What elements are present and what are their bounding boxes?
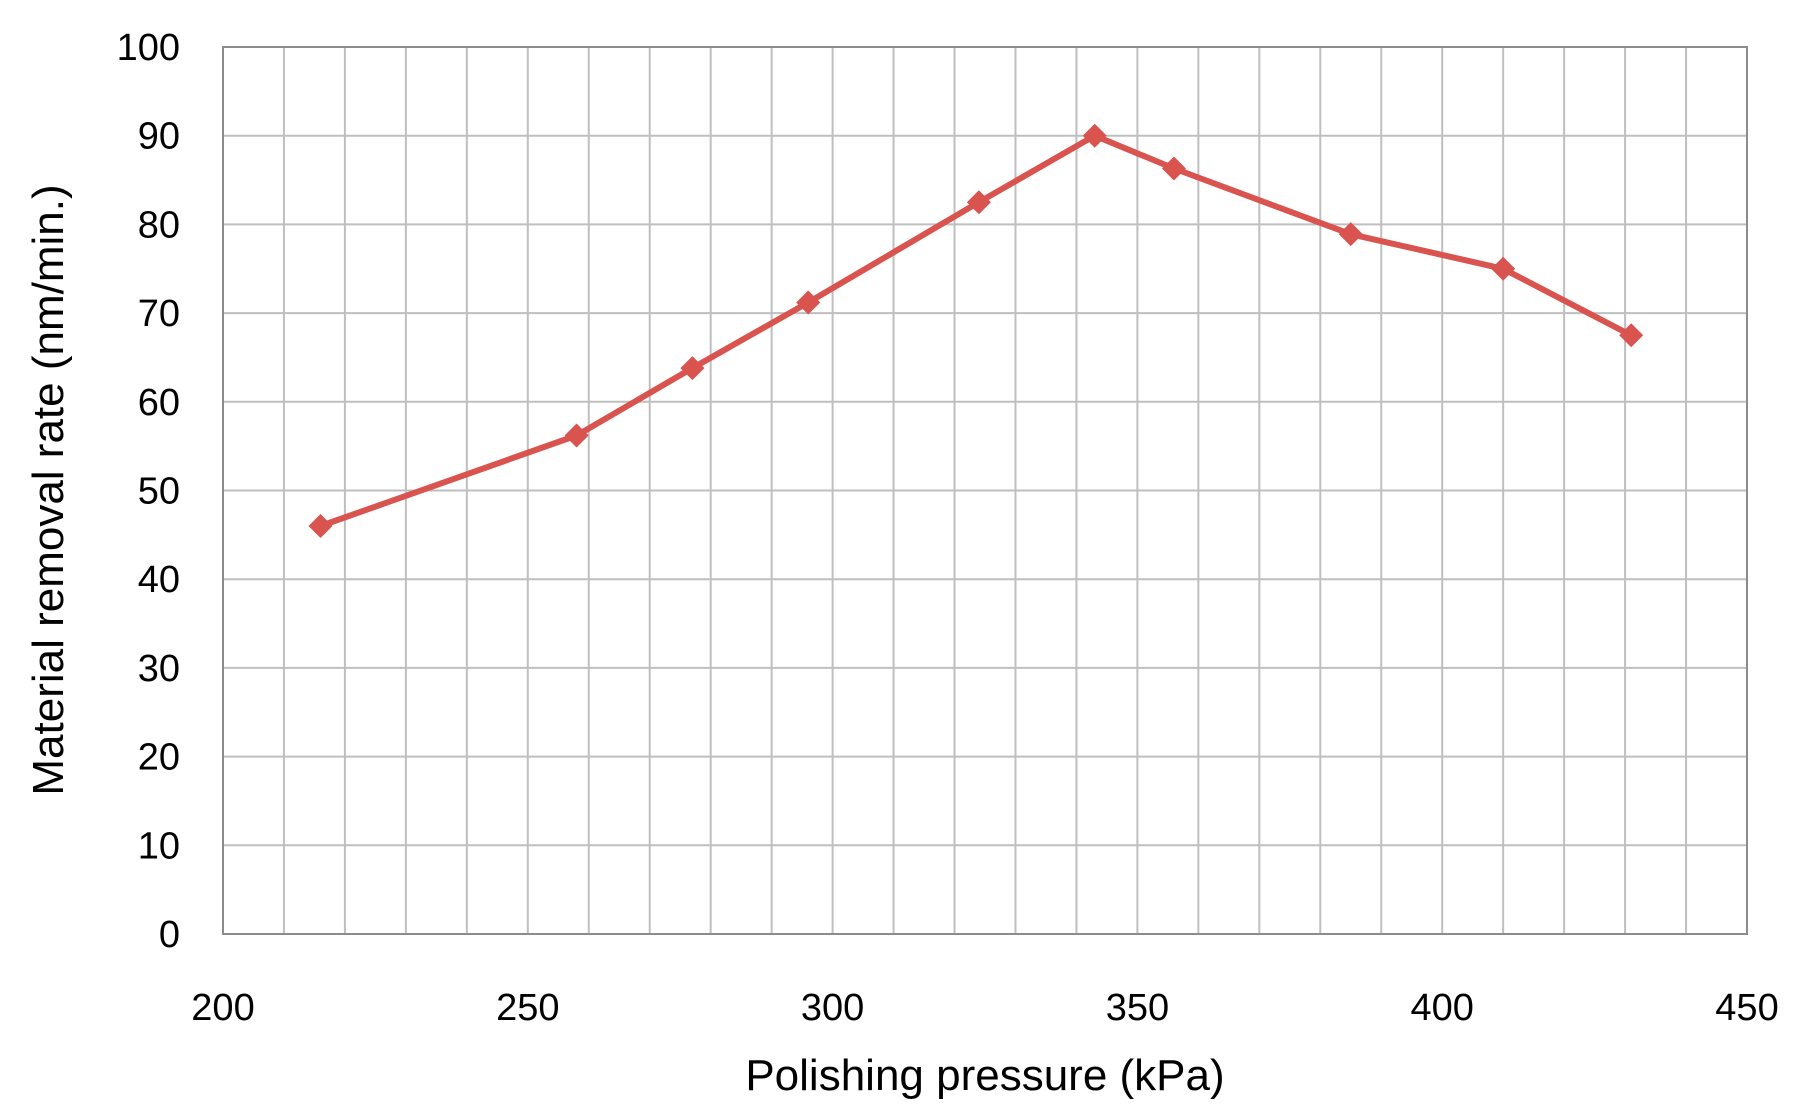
y-tick-label: 100 bbox=[117, 27, 180, 69]
y-tick-label: 10 bbox=[138, 825, 180, 867]
y-tick-label: 0 bbox=[159, 914, 180, 956]
x-axis-title: Polishing pressure (kPa) bbox=[745, 1051, 1224, 1100]
data-point bbox=[308, 513, 333, 538]
y-tick-label: 40 bbox=[138, 559, 180, 601]
x-tick-label: 400 bbox=[1410, 987, 1473, 1029]
x-tick-label: 200 bbox=[191, 987, 254, 1029]
y-tick-label: 30 bbox=[138, 648, 180, 690]
y-tick-label: 50 bbox=[138, 471, 180, 513]
x-tick-label: 250 bbox=[496, 987, 559, 1029]
x-tick-labels: 200 250 300 350 400 450 bbox=[191, 987, 1778, 1029]
series-line bbox=[317, 132, 1635, 529]
x-tick-label: 300 bbox=[801, 987, 864, 1029]
data-point bbox=[680, 356, 705, 381]
data-point bbox=[1338, 222, 1363, 247]
y-tick-label: 20 bbox=[138, 737, 180, 779]
data-point bbox=[1491, 256, 1516, 281]
data-point bbox=[966, 190, 991, 215]
data-point bbox=[1161, 156, 1186, 181]
y-tick-label: 90 bbox=[138, 116, 180, 158]
y-tick-label: 60 bbox=[138, 382, 180, 424]
series-group bbox=[308, 123, 1644, 538]
data-point bbox=[1082, 123, 1107, 148]
y-axis-title: Material removal rate (nm/min.) bbox=[24, 184, 73, 795]
x-tick-label: 350 bbox=[1106, 987, 1169, 1029]
x-tick-label: 450 bbox=[1715, 987, 1778, 1029]
data-point bbox=[564, 423, 589, 448]
y-tick-label: 80 bbox=[138, 204, 180, 246]
y-tick-label: 70 bbox=[138, 293, 180, 335]
grid bbox=[223, 47, 1747, 934]
data-point bbox=[1619, 323, 1644, 348]
y-tick-labels: 0 10 20 30 40 50 60 70 80 90 100 bbox=[117, 27, 180, 956]
plot-frame bbox=[222, 46, 1748, 935]
data-point bbox=[796, 290, 821, 315]
